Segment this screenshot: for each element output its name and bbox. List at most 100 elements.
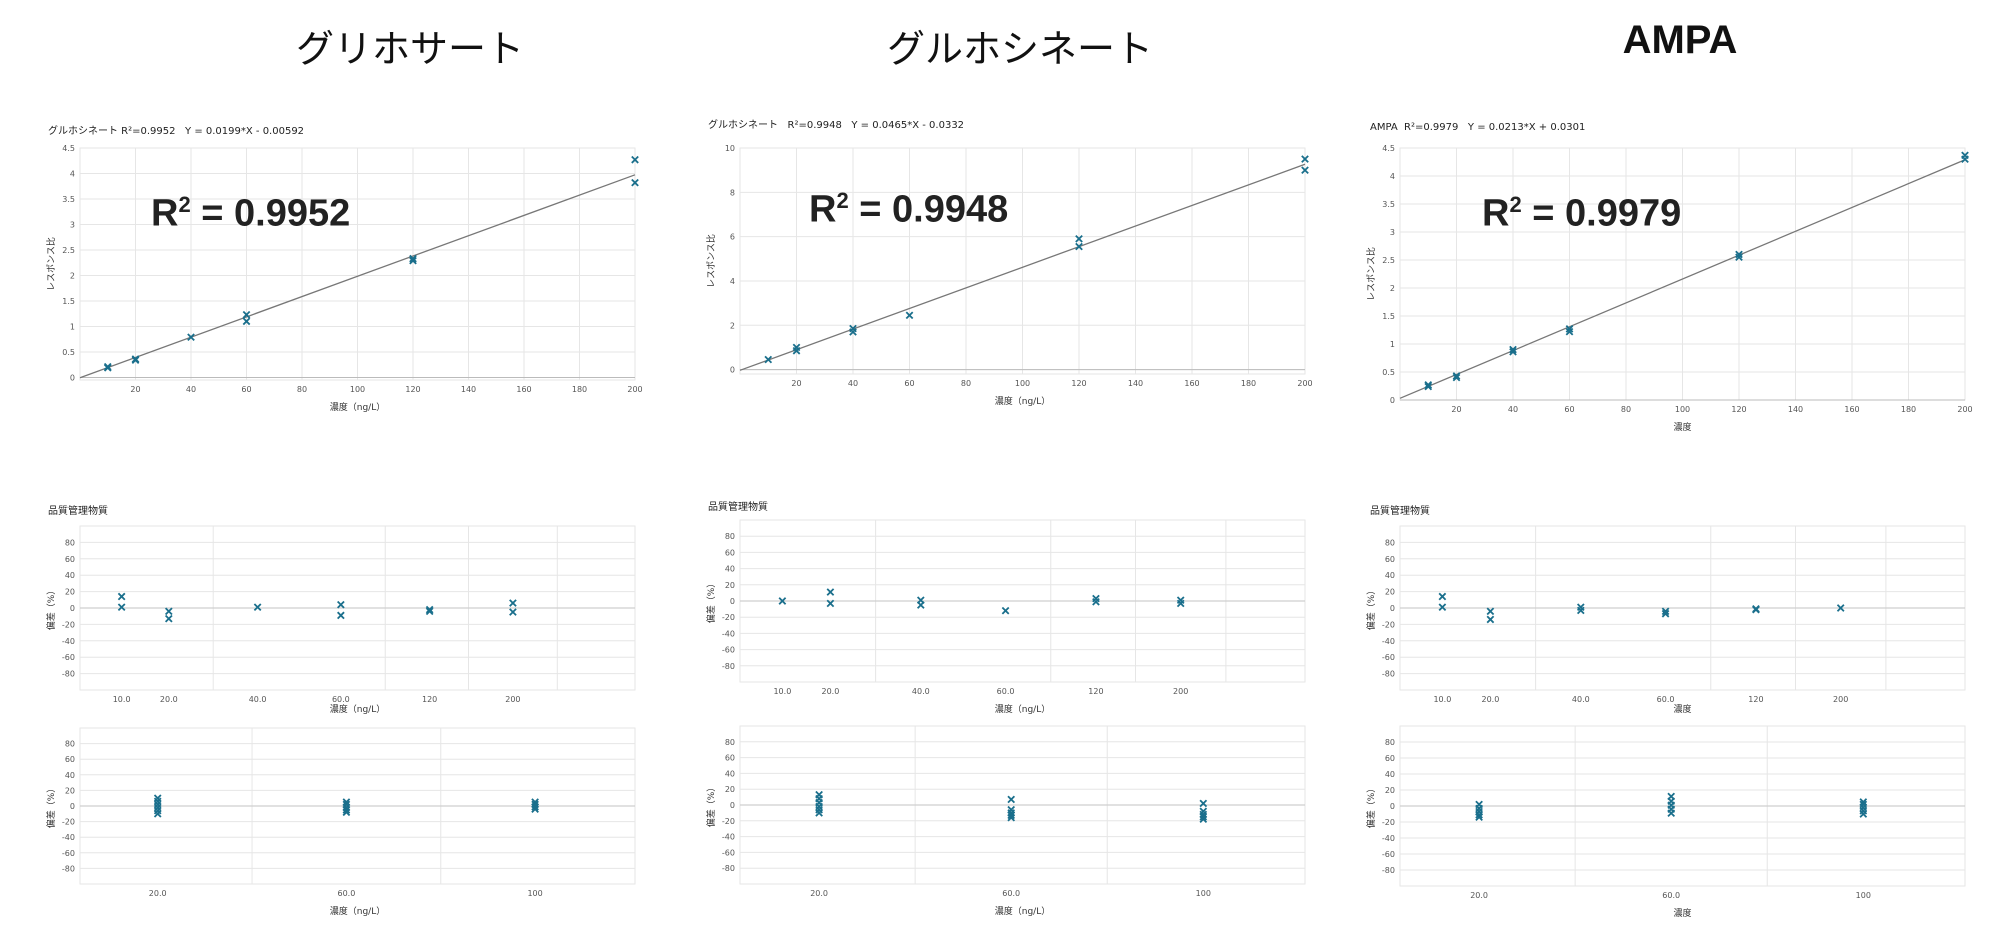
y-tick-label: -80 — [62, 864, 75, 873]
y-axis-label: 偏差（%） — [705, 783, 717, 828]
y-tick-label: 2.5 — [1382, 256, 1395, 265]
x-axis-label: 濃度（ng/L） — [330, 401, 385, 413]
data-point — [1667, 809, 1676, 818]
y-tick-label: -80 — [62, 670, 75, 679]
x-tick-label: 60 — [1564, 405, 1574, 414]
data-point — [117, 592, 126, 601]
data-point — [1565, 327, 1574, 336]
y-axis-label: 偏差（%） — [45, 586, 57, 631]
data-point-stroke — [1438, 603, 1447, 612]
y-tick-label: -20 — [1382, 620, 1395, 629]
column-title-glyphosate: グリホサート — [295, 27, 524, 71]
y-tick-label: 60 — [65, 755, 75, 764]
data-point-stroke — [1452, 372, 1461, 380]
x-axis-label: 濃度（ng/L） — [330, 905, 385, 917]
data-point — [103, 362, 112, 371]
calibration-panel-glyphosate: 0 0.5 1 1.5 2 2.5 3 3.5 4 4.5 20 40 60 80 100 120 140 160… — [40, 122, 643, 432]
data-point — [242, 317, 251, 326]
data-point — [531, 805, 539, 813]
data-point-stroke — [1475, 810, 1483, 819]
y-tick-label: -60 — [1382, 653, 1395, 662]
y-tick-label: 40 — [65, 771, 75, 780]
regression-line — [79, 174, 636, 379]
y-tick-label: -40 — [1382, 637, 1395, 646]
data-point — [1735, 253, 1743, 262]
y-tick-label: 80 — [1385, 538, 1395, 547]
y-axis-label: レスポンス比 — [45, 237, 57, 291]
x-tick-label: 120 — [405, 385, 420, 394]
data-point — [1301, 155, 1309, 163]
y-tick-label: 2 — [70, 271, 75, 280]
data-point-stroke — [778, 597, 787, 605]
data-point — [826, 599, 835, 608]
data-point-stroke — [1961, 151, 1969, 160]
data-point-stroke — [164, 607, 173, 616]
data-point — [253, 603, 262, 612]
data-point-stroke — [905, 311, 914, 320]
data-point — [342, 808, 351, 817]
deviation-panel-ampa: -80 -60 -40 -20 0 20 40 60 80 10.0 20.0 40.0 60.0 120… — [1360, 502, 1970, 715]
y-tick-label: 1 — [70, 322, 75, 331]
x-tick-label: 20 — [130, 385, 140, 394]
x-tick-label: 20.0 — [149, 889, 167, 898]
y-tick-label: 1.5 — [62, 297, 75, 306]
data-point-stroke — [1667, 809, 1676, 818]
chart-canvas: -80 -60 -40 -20 0 20 40 60 80 10.0 20.0 40.0 60.0 120… — [1365, 525, 1966, 715]
x-tick-label: 100 — [1015, 379, 1030, 388]
y-tick-label: -20 — [722, 613, 735, 622]
data-point-stroke — [1438, 592, 1447, 601]
x-tick-label: 10.0 — [1433, 695, 1451, 704]
column-title-glufosinate: グルホシネート — [886, 27, 1153, 71]
y-tick-label: 80 — [725, 738, 735, 747]
y-tick-label: 60 — [725, 548, 735, 557]
y-tick-label: 80 — [1385, 738, 1395, 747]
data-point-stroke — [1486, 607, 1495, 616]
y-tick-label: 3 — [70, 220, 75, 229]
data-point — [1486, 607, 1495, 616]
data-point-stroke — [1092, 597, 1100, 606]
qc-deviation-panel-ampa: -80 -60 -40 -20 0 20 40 60 80 20.0 60.0 100 濃度 偏差（%） — [1360, 720, 1970, 920]
data-point — [1452, 373, 1461, 382]
data-point-stroke — [1735, 253, 1743, 262]
data-point-stroke — [531, 805, 539, 813]
y-tick-label: 0 — [1390, 802, 1395, 811]
data-point — [1859, 810, 1868, 818]
x-tick-label: 180 — [572, 385, 587, 394]
y-axis-label: レスポンス比 — [705, 234, 717, 288]
data-point-stroke — [242, 317, 251, 326]
data-point — [1576, 606, 1585, 615]
data-point-stroke — [1509, 348, 1517, 356]
chart-title: 品質管理物質 — [708, 502, 768, 513]
data-point-stroke — [826, 588, 835, 596]
y-tick-label: 20 — [1385, 786, 1395, 795]
y-tick-label: 3 — [1390, 228, 1395, 237]
data-point — [1509, 345, 1517, 354]
data-point-stroke — [425, 607, 434, 616]
data-point-stroke — [1452, 373, 1461, 382]
y-tick-label: 60 — [725, 754, 735, 763]
chart-canvas: -80 -60 -40 -20 0 20 40 60 80 10.0 20.0 40.0 60.0 120… — [705, 519, 1306, 715]
y-tick-label: 0 — [1390, 604, 1395, 613]
x-axis-label: 濃度（ng/L） — [995, 395, 1050, 407]
data-point — [1001, 606, 1010, 615]
data-point — [337, 611, 345, 620]
data-point — [1176, 599, 1185, 608]
data-point — [1007, 813, 1016, 822]
chart-canvas: -80 -60 -40 -20 0 20 40 60 80 10.0 20.0 40.0 60.0 120… — [45, 525, 636, 715]
x-tick-label: 120 — [1071, 379, 1086, 388]
data-point-stroke — [242, 310, 251, 319]
chart-title: グルホシネート R²=0.9952 Y = 0.0199*X - 0.00592 — [48, 126, 305, 137]
y-tick-label: -40 — [722, 629, 735, 638]
x-tick-label: 120 — [422, 695, 437, 704]
x-tick-label: 20.0 — [810, 889, 828, 898]
data-point — [117, 603, 126, 612]
x-tick-label: 20.0 — [160, 695, 178, 704]
y-tick-label: 60 — [1385, 555, 1395, 564]
data-point — [1007, 811, 1016, 820]
data-point — [1438, 592, 1447, 601]
y-axis-label: 偏差（%） — [705, 579, 717, 624]
data-point — [1007, 795, 1016, 804]
data-point-stroke — [1007, 811, 1016, 820]
x-tick-label: 160 — [516, 385, 531, 394]
data-point — [815, 809, 823, 817]
